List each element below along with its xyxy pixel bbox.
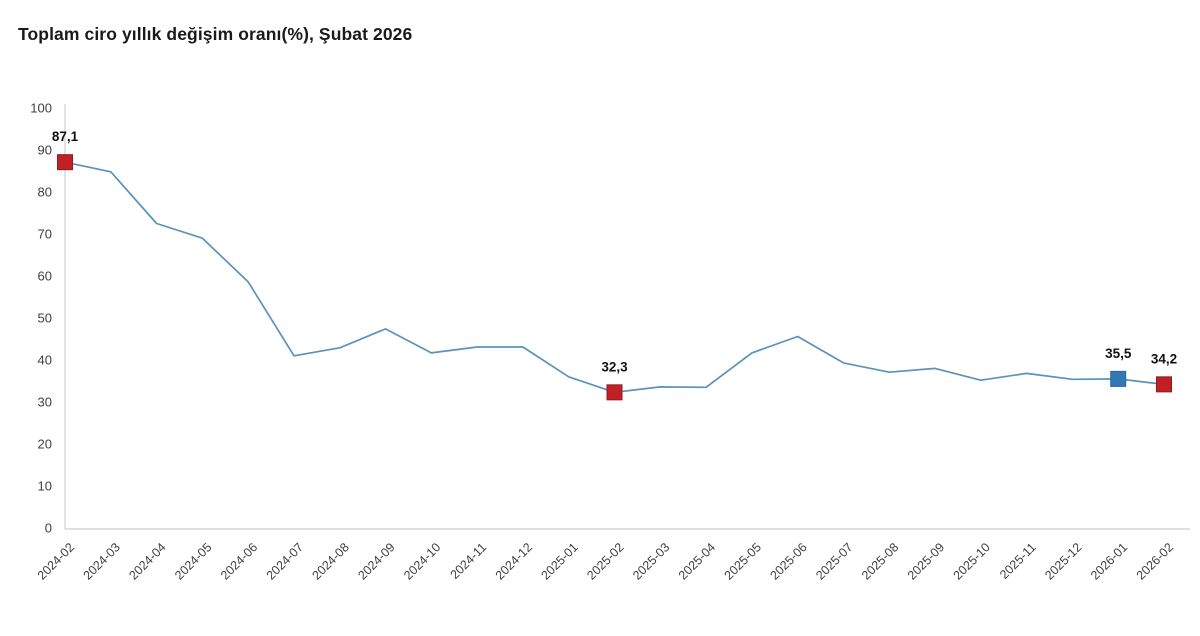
x-tick-label: 2025-01 [538,540,580,582]
x-tick-label: 2025-03 [630,540,672,582]
y-tick-label: 0 [45,521,52,536]
x-tick-label: 2025-11 [997,540,1039,582]
x-tick-label: 2025-06 [767,540,809,582]
x-tick-label: 2025-02 [584,540,626,582]
x-tick-label: 2024-07 [264,540,306,582]
y-tick-label: 30 [38,395,52,410]
y-tick-label: 60 [38,269,52,284]
x-tick-label: 2025-05 [722,540,764,582]
y-tick-label: 50 [38,311,52,326]
x-tick-label: 2024-02 [35,540,77,582]
x-tick-label: 2025-09 [905,540,947,582]
marker-square-2025-02 [606,384,623,401]
y-tick-label: 100 [30,101,52,116]
marker-square-2026-01 [1110,370,1127,387]
x-tick-label: 2024-11 [448,540,490,582]
x-tick-label: 2026-01 [1088,540,1130,582]
marker-value-label: 32,3 [601,359,628,374]
marker-value-label: 34,2 [1151,351,1177,366]
x-tick-label: 2024-06 [218,540,260,582]
y-tick-label: 80 [38,185,52,200]
y-tick-label: 70 [38,227,52,242]
x-tick-label: 2024-10 [401,540,443,582]
x-tick-label: 2025-04 [676,540,718,582]
x-tick-label: 2024-09 [355,540,397,582]
marker-square-2026-02 [1156,376,1172,393]
y-tick-label: 10 [38,479,52,494]
x-tick-label: 2024-08 [310,540,352,582]
y-tick-label: 90 [38,143,52,158]
marker-value-label: 35,5 [1105,346,1132,361]
chart-title: Toplam ciro yıllık değişim oranı(%), Şub… [18,24,413,44]
series-line [64,161,1165,394]
x-tick-label: 2024-03 [81,540,123,582]
y-tick-label: 40 [38,353,52,368]
x-tick-label: 2025-12 [1042,540,1084,582]
x-tick-label: 2025-08 [859,540,901,582]
x-tick-label: 2025-10 [951,540,993,582]
x-tick-label: 2024-04 [126,540,168,582]
marker-value-label: 87,1 [52,129,79,144]
marker-square-2024-02 [57,154,73,171]
x-tick-label: 2026-02 [1134,540,1176,582]
x-tick-label: 2024-05 [172,540,214,582]
x-tick-label: 2024-12 [493,540,535,582]
x-tick-label: 2025-07 [813,540,855,582]
y-tick-label: 20 [38,437,52,452]
